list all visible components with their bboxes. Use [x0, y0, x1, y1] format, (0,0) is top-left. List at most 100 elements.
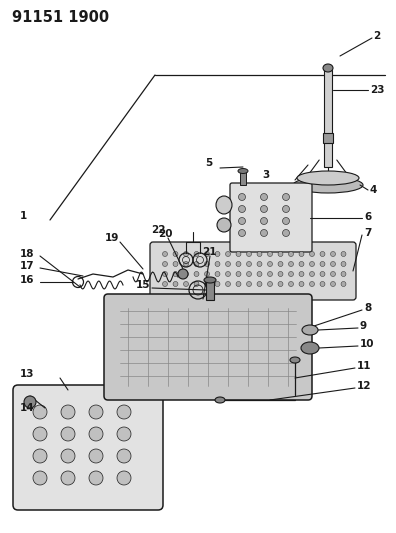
Circle shape: [238, 230, 246, 237]
Circle shape: [173, 252, 178, 256]
Ellipse shape: [293, 177, 363, 193]
Ellipse shape: [217, 218, 231, 232]
Circle shape: [225, 262, 230, 266]
Circle shape: [225, 271, 230, 277]
Text: 9: 9: [360, 321, 367, 331]
Circle shape: [236, 271, 241, 277]
Circle shape: [289, 271, 293, 277]
Text: 10: 10: [360, 339, 375, 349]
Circle shape: [282, 193, 289, 200]
Circle shape: [331, 281, 335, 287]
Circle shape: [320, 262, 325, 266]
Circle shape: [183, 271, 188, 277]
Circle shape: [61, 471, 75, 485]
Circle shape: [117, 471, 131, 485]
Circle shape: [215, 262, 220, 266]
Circle shape: [257, 281, 262, 287]
Text: 2: 2: [373, 31, 380, 41]
Circle shape: [278, 252, 283, 256]
Circle shape: [236, 262, 241, 266]
Circle shape: [117, 427, 131, 441]
Circle shape: [268, 271, 272, 277]
Circle shape: [117, 449, 131, 463]
Circle shape: [33, 471, 47, 485]
Circle shape: [341, 262, 346, 266]
Circle shape: [178, 269, 188, 279]
Circle shape: [261, 193, 268, 200]
Circle shape: [257, 262, 262, 266]
Circle shape: [320, 252, 325, 256]
Circle shape: [310, 281, 314, 287]
Text: 17: 17: [20, 261, 34, 271]
Circle shape: [282, 230, 289, 237]
Text: 16: 16: [20, 275, 34, 285]
Text: 19: 19: [105, 233, 119, 243]
Circle shape: [117, 405, 131, 419]
Circle shape: [278, 271, 283, 277]
FancyBboxPatch shape: [230, 183, 312, 252]
Circle shape: [236, 252, 241, 256]
Circle shape: [341, 281, 346, 287]
Text: 12: 12: [357, 381, 371, 391]
Text: 3: 3: [262, 170, 269, 180]
Circle shape: [246, 252, 251, 256]
Circle shape: [268, 281, 272, 287]
Circle shape: [215, 252, 220, 256]
Ellipse shape: [290, 357, 300, 363]
Circle shape: [225, 252, 230, 256]
Text: 21: 21: [202, 247, 217, 257]
Circle shape: [194, 281, 199, 287]
Ellipse shape: [302, 325, 318, 335]
Circle shape: [331, 262, 335, 266]
Text: 8: 8: [364, 303, 371, 313]
Circle shape: [33, 449, 47, 463]
Circle shape: [194, 271, 199, 277]
Circle shape: [310, 252, 314, 256]
Text: 15: 15: [136, 280, 150, 290]
Circle shape: [215, 281, 220, 287]
Circle shape: [162, 281, 168, 287]
Circle shape: [320, 271, 325, 277]
Circle shape: [246, 281, 251, 287]
Circle shape: [299, 262, 304, 266]
Text: 18: 18: [20, 249, 34, 259]
Circle shape: [278, 262, 283, 266]
Ellipse shape: [301, 342, 319, 354]
Circle shape: [33, 427, 47, 441]
Bar: [323, 133, 333, 143]
Circle shape: [183, 262, 188, 266]
Circle shape: [204, 252, 209, 256]
Circle shape: [24, 396, 36, 408]
Circle shape: [194, 262, 199, 266]
Circle shape: [33, 405, 47, 419]
Circle shape: [282, 206, 289, 213]
Ellipse shape: [238, 168, 248, 174]
Circle shape: [261, 230, 268, 237]
Circle shape: [225, 281, 230, 287]
Ellipse shape: [215, 397, 225, 403]
Circle shape: [257, 271, 262, 277]
Ellipse shape: [323, 64, 333, 72]
Circle shape: [61, 405, 75, 419]
Circle shape: [204, 262, 209, 266]
Circle shape: [173, 271, 178, 277]
Circle shape: [204, 281, 209, 287]
Text: 23: 23: [370, 85, 385, 95]
Circle shape: [320, 281, 325, 287]
Text: 14: 14: [20, 403, 34, 413]
Circle shape: [162, 262, 168, 266]
Circle shape: [183, 252, 188, 256]
Text: 11: 11: [357, 361, 371, 371]
Circle shape: [289, 262, 293, 266]
Circle shape: [257, 252, 262, 256]
Circle shape: [162, 252, 168, 256]
Text: 1: 1: [20, 211, 27, 221]
Circle shape: [173, 262, 178, 266]
Circle shape: [299, 281, 304, 287]
Circle shape: [238, 206, 246, 213]
Bar: [240, 171, 246, 185]
Circle shape: [246, 262, 251, 266]
Circle shape: [89, 471, 103, 485]
Circle shape: [268, 262, 272, 266]
Circle shape: [61, 427, 75, 441]
